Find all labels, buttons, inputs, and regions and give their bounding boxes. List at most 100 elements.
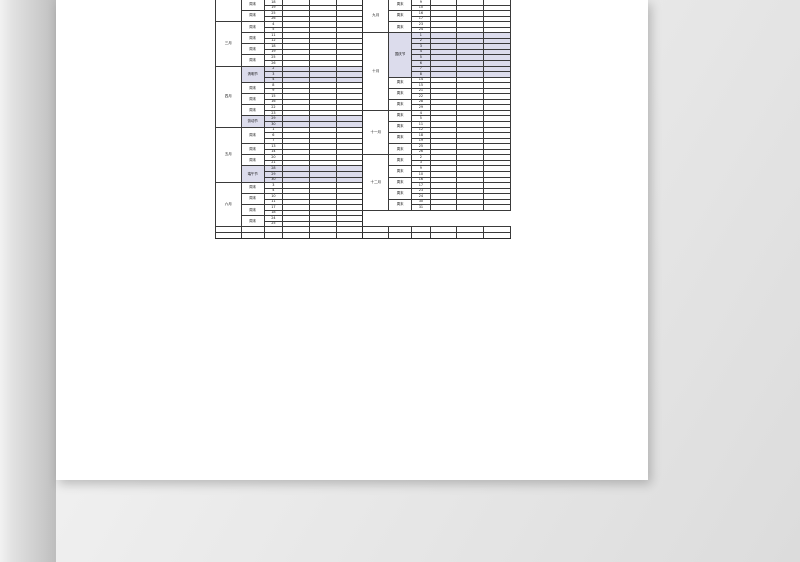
day-number-cell[interactable]: 22 bbox=[263, 104, 284, 111]
day-number-cell[interactable]: 3 bbox=[263, 71, 284, 78]
entry-cell-c[interactable] bbox=[335, 104, 364, 111]
entry-cell-c[interactable] bbox=[483, 15, 511, 23]
day-number-cell[interactable]: 16 bbox=[263, 98, 284, 106]
day-number-cell[interactable]: 21 bbox=[411, 87, 431, 95]
day-number-cell[interactable]: 26 bbox=[263, 15, 284, 23]
entry-cell-c[interactable] bbox=[483, 104, 511, 111]
month-label-cell[interactable]: 十月 bbox=[362, 32, 390, 111]
entry-cell-c[interactable] bbox=[483, 98, 511, 106]
entry-cell-c[interactable] bbox=[483, 93, 511, 100]
entry-cell-c[interactable] bbox=[483, 87, 511, 95]
daytype-label-cell[interactable]: 周末 bbox=[240, 10, 265, 23]
daytype-label-cell[interactable]: 周末 bbox=[240, 215, 265, 228]
daytype-label-cell[interactable]: 周末 bbox=[240, 104, 265, 117]
day-number-cell[interactable]: 23 bbox=[263, 109, 284, 117]
day-number-cell[interactable]: 28 bbox=[411, 98, 431, 106]
day-number-cell[interactable]: 26 bbox=[263, 60, 284, 67]
entry-cell-c[interactable] bbox=[483, 21, 511, 28]
entry-cell-c[interactable] bbox=[483, 204, 511, 211]
month-label-cell[interactable]: 九月 bbox=[362, 0, 390, 34]
daytype-label-cell[interactable]: 清明节 bbox=[240, 65, 265, 84]
entry-cell-c[interactable] bbox=[335, 60, 364, 67]
daytype-label-cell[interactable]: 周末 bbox=[388, 10, 413, 23]
day-number-cell[interactable]: 22 bbox=[411, 93, 431, 100]
entry-cell-c[interactable] bbox=[335, 115, 364, 122]
day-number-cell[interactable]: 31 bbox=[411, 204, 431, 211]
entry-cell-empty[interactable] bbox=[429, 232, 458, 239]
entry-cell-b[interactable] bbox=[456, 204, 485, 211]
entry-cell-c[interactable] bbox=[483, 0, 511, 6]
day-number-cell[interactable]: 29 bbox=[263, 115, 284, 122]
entry-cell-c[interactable] bbox=[335, 98, 364, 106]
daytype-label-cell[interactable]: 端午节 bbox=[240, 165, 265, 184]
daytype-label-cell[interactable]: 周末 bbox=[388, 109, 413, 123]
daytype-label-cell[interactable]: 周末 bbox=[388, 165, 413, 178]
day-number-cell[interactable]: 4 bbox=[263, 21, 284, 28]
entry-cell-c[interactable] bbox=[335, 82, 364, 89]
entry-cell-empty[interactable] bbox=[215, 232, 242, 239]
day-number-cell[interactable]: 8 bbox=[411, 71, 431, 78]
month-label-cell[interactable]: 十一月 bbox=[362, 109, 390, 156]
daytype-label-cell[interactable]: 周末 bbox=[240, 182, 265, 195]
daytype-label-cell[interactable]: 周末 bbox=[388, 98, 413, 111]
day-number-cell[interactable]: 30 bbox=[263, 121, 284, 128]
daytype-label-cell[interactable]: 周末 bbox=[240, 126, 265, 145]
daytype-label-cell[interactable]: 周末 bbox=[240, 93, 265, 106]
day-number-cell[interactable]: 15 bbox=[411, 82, 431, 89]
entry-cell-c[interactable] bbox=[483, 82, 511, 89]
entry-cell-c[interactable] bbox=[335, 76, 364, 84]
day-number-cell[interactable]: 17 bbox=[411, 15, 431, 23]
daytype-label-cell[interactable]: 周末 bbox=[240, 32, 265, 45]
day-number-cell[interactable]: 4 bbox=[411, 109, 431, 117]
daytype-label-cell[interactable]: 周末 bbox=[388, 76, 413, 89]
month-label-cell[interactable]: 五月 bbox=[215, 126, 242, 184]
daytype-label-cell[interactable]: 周末 bbox=[240, 193, 265, 206]
day-number-cell[interactable]: 2 bbox=[263, 65, 284, 73]
entry-cell-c[interactable] bbox=[335, 0, 364, 6]
day-number-cell[interactable]: 5 bbox=[411, 115, 431, 122]
daytype-label-cell[interactable]: 周末 bbox=[240, 43, 265, 56]
entry-cell-c[interactable] bbox=[335, 15, 364, 23]
entry-cell-c[interactable] bbox=[483, 65, 511, 73]
daytype-label-cell[interactable]: 周末 bbox=[388, 0, 413, 12]
day-number-cell[interactable]: 11 bbox=[411, 121, 431, 128]
entry-cell-c[interactable] bbox=[335, 65, 364, 73]
entry-cell-c[interactable] bbox=[483, 115, 511, 122]
entry-cell-c[interactable] bbox=[483, 71, 511, 78]
daytype-label-cell[interactable]: 周末 bbox=[240, 21, 265, 34]
entry-cell-empty[interactable] bbox=[362, 232, 390, 239]
daytype-label-cell[interactable]: 周末 bbox=[240, 54, 265, 67]
month-label-cell[interactable]: 十二月 bbox=[362, 154, 390, 211]
daytype-label-cell[interactable]: 周末 bbox=[240, 0, 265, 12]
day-number-cell[interactable]: 23 bbox=[411, 21, 431, 28]
daytype-label-cell[interactable]: 周末 bbox=[240, 204, 265, 217]
daytype-label-cell[interactable]: 周末 bbox=[388, 121, 413, 134]
day-number-cell[interactable]: 4 bbox=[263, 76, 284, 84]
daytype-label-cell[interactable]: 国庆节 bbox=[388, 32, 413, 78]
month-label-cell[interactable]: 四月 bbox=[215, 65, 242, 128]
daytype-label-cell[interactable]: 周末 bbox=[240, 82, 265, 95]
entry-cell-c[interactable] bbox=[335, 21, 364, 28]
entry-cell-empty[interactable] bbox=[335, 232, 364, 239]
day-number-cell[interactable]: 8 bbox=[263, 82, 284, 89]
daytype-label-cell[interactable]: 周末 bbox=[240, 154, 265, 167]
daytype-label-cell[interactable]: 周末 bbox=[388, 187, 413, 200]
daytype-label-cell[interactable]: 周末 bbox=[388, 87, 413, 100]
daytype-label-cell[interactable]: 周末 bbox=[388, 198, 413, 211]
entry-cell-c[interactable] bbox=[335, 93, 364, 100]
entry-cell-c[interactable] bbox=[335, 109, 364, 117]
entry-cell-c[interactable] bbox=[483, 76, 511, 84]
entry-cell-empty[interactable] bbox=[388, 232, 413, 239]
daytype-label-cell[interactable]: 劳动节 bbox=[240, 115, 265, 128]
day-number-cell[interactable]: 6 bbox=[411, 60, 431, 67]
day-number-cell[interactable]: 14 bbox=[411, 76, 431, 84]
entry-cell-empty[interactable] bbox=[456, 232, 485, 239]
entry-cell-c[interactable] bbox=[483, 60, 511, 67]
entry-cell-empty[interactable] bbox=[282, 232, 310, 239]
entry-cell-c[interactable] bbox=[335, 87, 364, 95]
daytype-label-cell[interactable]: 周末 bbox=[240, 143, 265, 156]
day-number-cell[interactable]: 18 bbox=[263, 0, 284, 6]
day-number-cell[interactable]: 9 bbox=[263, 87, 284, 95]
entry-cell-empty[interactable] bbox=[411, 232, 431, 239]
day-number-cell[interactable]: 7 bbox=[411, 65, 431, 73]
